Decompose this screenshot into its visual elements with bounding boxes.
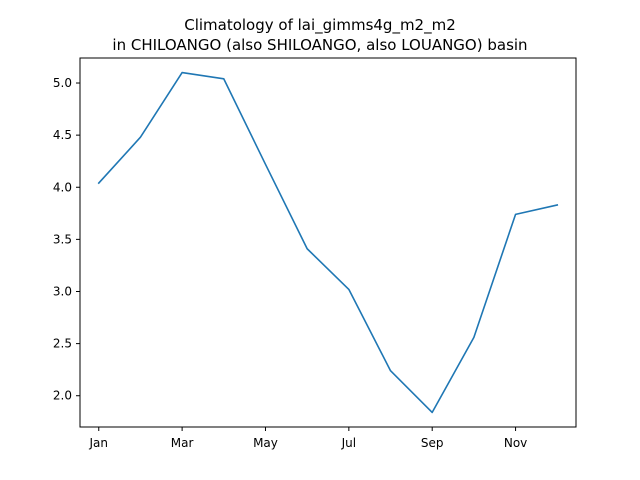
x-tick-label: Nov <box>504 436 527 450</box>
y-tick-label: 2.5 <box>53 337 72 351</box>
y-tick-label: 4.0 <box>53 180 72 194</box>
x-tick-label: Jan <box>89 436 109 450</box>
y-tick-label: 2.0 <box>53 389 72 403</box>
x-tick-label: Jul <box>341 436 356 450</box>
plot-frame <box>79 57 577 428</box>
series-line <box>97 71 559 414</box>
x-tick-label: Mar <box>171 436 194 450</box>
y-tick-label: 3.5 <box>53 232 72 246</box>
y-tick-label: 4.5 <box>53 128 72 142</box>
y-tick-label: 5.0 <box>53 76 72 90</box>
x-axis-ticks: Jan Mar May Jul Sep Nov <box>89 427 527 450</box>
x-tick-label: May <box>253 436 278 450</box>
y-tick-label: 3.0 <box>53 284 72 298</box>
y-axis-ticks: 2.0 2.5 3.0 3.5 4.0 4.5 5.0 <box>53 76 80 403</box>
chart-title-line-2: in CHILOANGO (also SHILOANGO, also LOUAN… <box>112 36 527 54</box>
series-layer <box>97 71 559 414</box>
chart-title-line-1: Climatology of lai_gimms4g_m2_m2 <box>184 16 456 35</box>
x-tick-label: Sep <box>421 436 444 450</box>
